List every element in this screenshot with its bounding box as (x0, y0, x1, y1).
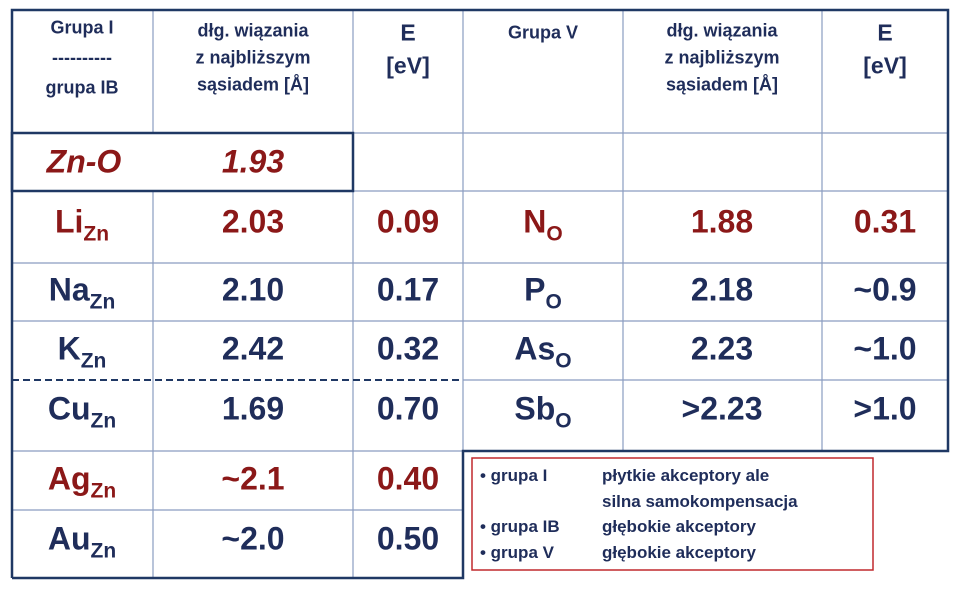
energy: 0.40 (376, 460, 440, 497)
bond-length: ~2.0 (221, 520, 285, 557)
dopant-symbol: Na (48, 271, 90, 308)
header-text: E (877, 19, 893, 46)
dopant-site: O (555, 349, 572, 373)
dopant-symbol: K (57, 330, 81, 367)
header-text: z najbliższym (195, 47, 311, 68)
energy: 0.17 (376, 271, 440, 308)
dopant: AsO (514, 331, 571, 374)
bond-length: ~2.1 (221, 460, 285, 497)
legend-text: głębokie akceptory (602, 517, 757, 536)
header-text: E (400, 19, 416, 46)
dopant-site: Zn (90, 539, 117, 563)
energy: 0.70 (376, 390, 440, 427)
dopant-site: Zn (80, 349, 107, 373)
dopant: SbO (514, 391, 571, 434)
legend-group: • grupa I (480, 466, 548, 485)
dopant: NaZn (49, 272, 116, 315)
dopant: CuZn (48, 391, 116, 434)
dopant-symbol: Ag (47, 460, 91, 497)
dopant-site: Zn (89, 290, 116, 314)
dopant: NO (523, 204, 562, 247)
dopant: AuZn (48, 521, 116, 564)
dopant-symbol: As (514, 330, 556, 367)
legend-group: • grupa V (480, 542, 554, 562)
dopant-symbol: P (524, 271, 546, 308)
dopant-symbol: Au (47, 520, 91, 557)
header-text: Grupa V (507, 22, 579, 43)
inner-lines (12, 10, 948, 578)
dopant-symbol: Li (54, 203, 84, 240)
dopant-site: O (546, 222, 563, 246)
header-text: sąsiadem [Å] (665, 74, 779, 95)
energy: 0.31 (853, 203, 917, 240)
legend-text: silna samokompensacja (602, 491, 798, 511)
outer-border (10, 8, 950, 580)
energy: ~1.0 (853, 330, 917, 367)
energy: 0.32 (376, 330, 440, 367)
legend-group: • grupa IB (480, 517, 560, 536)
dopant-site: O (545, 290, 562, 314)
legend-text: płytkie akceptory ale (602, 466, 770, 485)
legend-box (471, 457, 874, 571)
energy: >1.0 (853, 390, 917, 427)
header-text: [eV] (863, 52, 907, 79)
header-text: ---------- (52, 47, 112, 68)
dopant: LiZn (55, 204, 109, 247)
reference-bond: 1.93 (221, 143, 285, 180)
dopant: KZn (58, 331, 107, 374)
dopant: AgZn (48, 461, 116, 504)
legend-text: głębokie akceptory (602, 542, 757, 562)
bond-length: 1.69 (221, 390, 285, 427)
header-text: dłg. wiązania (666, 20, 778, 41)
bond-length: 1.88 (690, 203, 754, 240)
bond-length: 2.42 (221, 330, 285, 367)
dopant-symbol: N (523, 203, 547, 240)
dopant-site: Zn (90, 409, 117, 433)
header-text: grupa IB (45, 77, 119, 98)
dopant-site: O (555, 409, 572, 433)
bond-length: 2.03 (221, 203, 285, 240)
dopant-site: Zn (90, 479, 117, 503)
dopant-symbol: Sb (514, 390, 556, 427)
bond-length: 2.10 (221, 271, 285, 308)
header-text: Grupa I (50, 17, 114, 38)
reference-label: Zn-O (46, 143, 122, 180)
dopant-site: Zn (83, 222, 110, 246)
header-text: [eV] (386, 52, 430, 79)
bond-length: >2.23 (681, 390, 763, 427)
energy: 0.50 (376, 520, 440, 557)
bond-length: 2.23 (690, 330, 754, 367)
dopant-symbol: Cu (47, 390, 91, 427)
bond-length: 2.18 (690, 271, 754, 308)
header-text: z najbliższym (664, 47, 780, 68)
header-text: dłg. wiązania (197, 20, 309, 41)
header-text: sąsiadem [Å] (196, 74, 310, 95)
energy: 0.09 (376, 203, 440, 240)
energy: ~0.9 (853, 271, 917, 308)
dopant: PO (524, 272, 562, 315)
